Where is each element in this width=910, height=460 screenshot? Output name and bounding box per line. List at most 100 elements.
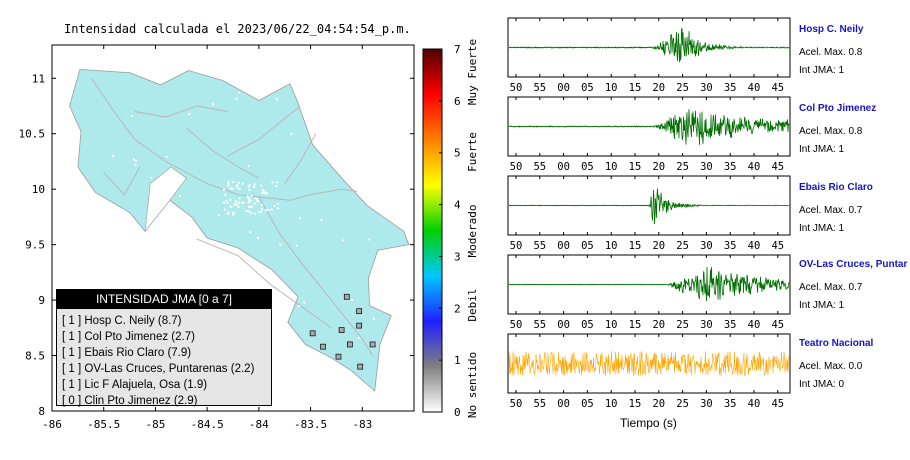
- time-tick-label: 00: [557, 161, 570, 173]
- time-tick-label: 15: [629, 240, 642, 252]
- road-line: [284, 133, 317, 184]
- time-tick-label: 40: [748, 398, 761, 410]
- road-line: [258, 196, 373, 356]
- waveform-panel: 50 55 00 05 10 15 20 25 30 35 40 45: [507, 175, 791, 252]
- station-point: [350, 298, 353, 301]
- time-tick-label: 05: [581, 240, 594, 252]
- colorbar-category-label: Muy Fuerte: [466, 39, 479, 105]
- station-point: [264, 209, 267, 212]
- time-tick-label: 40: [748, 161, 761, 173]
- panel-frame: [507, 96, 791, 157]
- time-tick-label: 30: [700, 319, 713, 331]
- station-point: [260, 184, 263, 187]
- legend-entry: [ 1 ] Hosp C. Neily (8.7): [62, 315, 182, 327]
- time-tick-label: 45: [771, 240, 784, 252]
- x-tick-label: -85.5: [87, 418, 120, 431]
- station-point: [134, 159, 137, 162]
- time-tick-label: 35: [724, 161, 737, 173]
- station-point: [232, 213, 235, 216]
- station-point: [275, 98, 278, 101]
- time-tick-label: 50: [510, 319, 523, 331]
- station-point: [249, 199, 252, 202]
- station-point: [232, 180, 235, 183]
- road-line: [186, 127, 260, 179]
- station-point: [242, 201, 245, 204]
- station-point: [357, 337, 360, 340]
- station-point: [219, 287, 222, 290]
- y-tick-label: 11: [32, 72, 45, 85]
- time-tick-label: 40: [748, 319, 761, 331]
- waveform-trace: [508, 351, 790, 377]
- station-point: [249, 205, 252, 208]
- colorbar-tick-label: 5: [454, 147, 461, 160]
- x-tick-label: -85: [145, 418, 165, 431]
- intensity-legend: INTENSIDAD JMA [0 a 7] [ 1 ] Hosp C. Nei…: [56, 289, 272, 407]
- station-point: [224, 208, 227, 211]
- station-point: [200, 238, 203, 241]
- station-point: [165, 155, 168, 158]
- station-point: [223, 201, 226, 204]
- time-tick-label: 20: [652, 398, 665, 410]
- station-point: [338, 163, 341, 166]
- station-point: [241, 201, 244, 204]
- page-title: Intensidad calculada el 2023/06/22_04:54…: [64, 22, 411, 36]
- intensity-station-marker: [356, 308, 363, 315]
- y-tick-label: 9.5: [25, 239, 45, 252]
- intensity-station-marker: [309, 330, 316, 337]
- station-point: [247, 201, 250, 204]
- colorbar-tick-label: 1: [454, 354, 461, 367]
- station-accel: Acel. Max. 0.8: [799, 47, 863, 58]
- station-point: [326, 144, 329, 147]
- time-tick-label: 55: [533, 319, 546, 331]
- station-accel: Acel. Max. 0.7: [799, 205, 863, 216]
- time-tick-label: 50: [510, 240, 523, 252]
- time-tick-label: 25: [676, 161, 689, 173]
- intensity-station-marker: [357, 363, 364, 370]
- station-point: [249, 231, 252, 234]
- intensity-colorbar: 0 1 2 3 4 5 6 7 No sentido Debil Moderado Fuerte Muy…: [422, 39, 479, 419]
- time-axis-label: Tiempo (s): [620, 416, 677, 430]
- station-point: [248, 198, 251, 201]
- waveform-panel: 50 55 00 05 10 15 20 25 30 35 40 45: [507, 96, 791, 173]
- y-tick-label: 10: [32, 183, 45, 196]
- station-point: [253, 185, 256, 188]
- station-point: [374, 171, 377, 174]
- station-accel: Acel. Max. 0.0: [799, 361, 863, 372]
- intensity-station-marker: [335, 353, 342, 360]
- time-tick-label: 05: [581, 82, 594, 94]
- station-point: [234, 203, 237, 206]
- time-tick-label: 45: [771, 319, 784, 331]
- station-point: [337, 111, 340, 114]
- station-jma: Int JMA: 0: [799, 379, 845, 390]
- station-point: [257, 236, 260, 239]
- station-point: [248, 205, 251, 208]
- time-tick-label: 25: [676, 240, 689, 252]
- legend-entry: [ 1 ] OV-Las Cruces, Puntarenas (2.2): [62, 363, 255, 375]
- station-point: [211, 103, 214, 106]
- legend-entry: [ 1 ] Col Pto Jimenez (2.7): [62, 331, 195, 343]
- station-point: [303, 301, 306, 304]
- station-point: [275, 184, 278, 187]
- station-point: [112, 155, 115, 158]
- time-tick-label: 55: [533, 240, 546, 252]
- station-point: [230, 206, 233, 209]
- station-point: [227, 184, 230, 187]
- time-tick-label: 45: [771, 161, 784, 173]
- station-point: [235, 185, 238, 188]
- station-point: [367, 160, 370, 163]
- station-point: [262, 190, 265, 193]
- time-tick-label: 00: [557, 240, 570, 252]
- station-point: [223, 188, 226, 191]
- panel-frame: [507, 17, 791, 78]
- station-point: [229, 205, 232, 208]
- panel-frame: [507, 175, 791, 236]
- station-point: [372, 317, 375, 320]
- station-point: [253, 183, 256, 186]
- station-point: [236, 184, 239, 187]
- station-point: [235, 97, 238, 100]
- time-tick-label: 10: [605, 319, 618, 331]
- colorbar-tick-label: 7: [454, 43, 461, 56]
- time-tick-label: 20: [652, 82, 665, 94]
- time-tick-label: 25: [676, 82, 689, 94]
- time-tick-label: 35: [724, 398, 737, 410]
